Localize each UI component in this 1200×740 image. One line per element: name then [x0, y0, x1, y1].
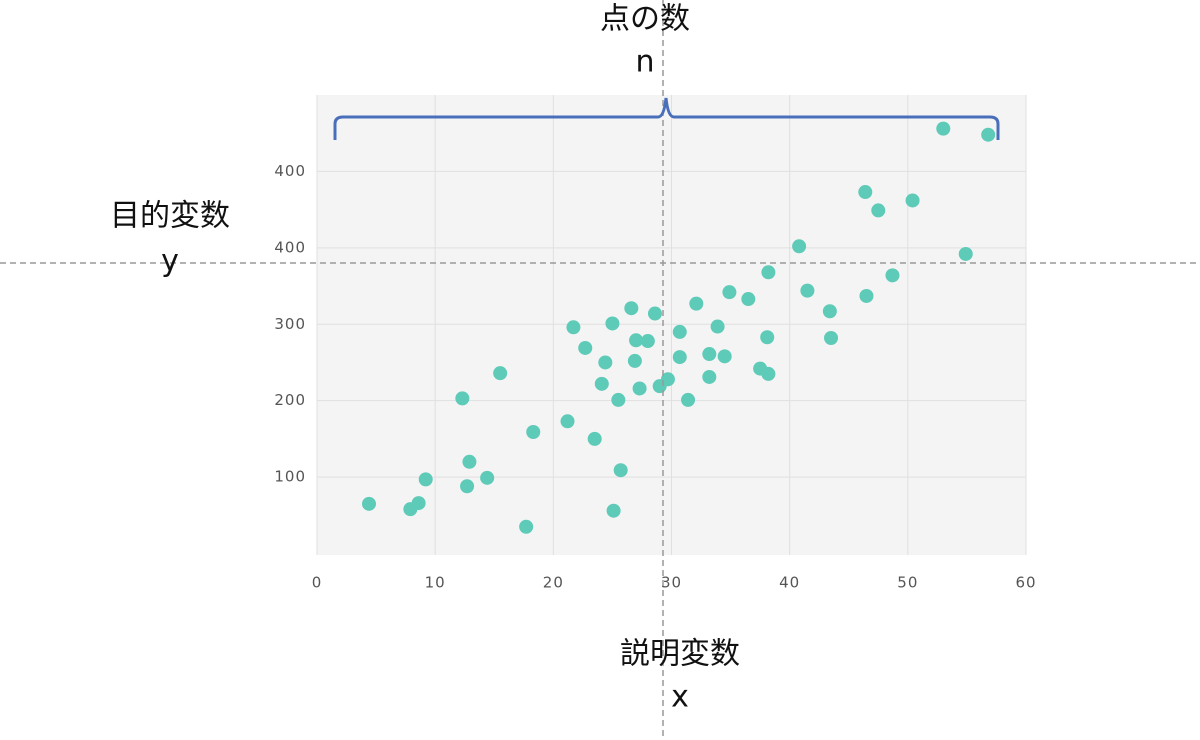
- point: [722, 285, 737, 300]
- point: [411, 496, 426, 511]
- point: [871, 203, 886, 218]
- x-tick-label: 40: [779, 574, 800, 592]
- x-tick-label: 20: [543, 574, 564, 592]
- point: [672, 324, 687, 339]
- y-tick-label: 400: [274, 162, 306, 180]
- point: [640, 334, 655, 349]
- x-tick-label: 30: [661, 574, 682, 592]
- point: [761, 366, 776, 381]
- point: [587, 431, 602, 446]
- point: [936, 121, 951, 136]
- point: [681, 392, 696, 407]
- point: [455, 391, 470, 406]
- point: [632, 381, 647, 396]
- point: [672, 350, 687, 365]
- point: [958, 246, 973, 261]
- point: [611, 392, 626, 407]
- point: [741, 292, 756, 307]
- y-tick-label: 300: [274, 315, 306, 333]
- x-label: 説明変数: [620, 637, 740, 672]
- point: [792, 239, 807, 254]
- point: [981, 127, 996, 142]
- point: [629, 333, 644, 348]
- point: [660, 372, 675, 387]
- point: [905, 193, 920, 208]
- point: [717, 349, 732, 364]
- point: [460, 479, 475, 494]
- point: [858, 185, 873, 200]
- point: [647, 306, 662, 321]
- point: [480, 470, 495, 485]
- point: [361, 496, 376, 511]
- point: [624, 301, 639, 316]
- x-tick-label: 10: [425, 574, 446, 592]
- point: [710, 319, 725, 334]
- point: [885, 268, 900, 283]
- point: [566, 320, 581, 335]
- point: [824, 331, 839, 346]
- point: [594, 376, 609, 391]
- points: [361, 121, 996, 534]
- point: [606, 503, 621, 518]
- point: [702, 369, 717, 384]
- y-label: 目的変数: [110, 199, 230, 234]
- point: [822, 304, 837, 319]
- grid: [316, 95, 1027, 555]
- y-tick-label: 100: [274, 468, 306, 486]
- point: [627, 353, 642, 368]
- point: [526, 424, 541, 439]
- x-tick-label: 0: [312, 574, 323, 592]
- y-tick-label: 200: [274, 391, 306, 409]
- x-tick-label: 50: [897, 574, 918, 592]
- count-symbol: n: [635, 45, 654, 80]
- point: [462, 454, 477, 469]
- point: [800, 283, 815, 298]
- point: [702, 347, 717, 362]
- y-symbol: y: [161, 244, 179, 279]
- count-brace: [333, 97, 1000, 140]
- point: [519, 519, 534, 534]
- point: [418, 472, 433, 487]
- point: [689, 296, 704, 311]
- point: [598, 355, 613, 370]
- point: [560, 414, 575, 429]
- x-tick-label: 60: [1015, 574, 1036, 592]
- point: [761, 265, 776, 280]
- point: [613, 463, 628, 478]
- point: [578, 340, 593, 355]
- point: [493, 366, 508, 381]
- point: [605, 316, 620, 331]
- x-symbol: x: [671, 680, 689, 715]
- y-tick-label: 400: [274, 238, 306, 256]
- point: [760, 330, 775, 345]
- count-label: 点の数: [600, 2, 690, 37]
- point: [859, 288, 874, 303]
